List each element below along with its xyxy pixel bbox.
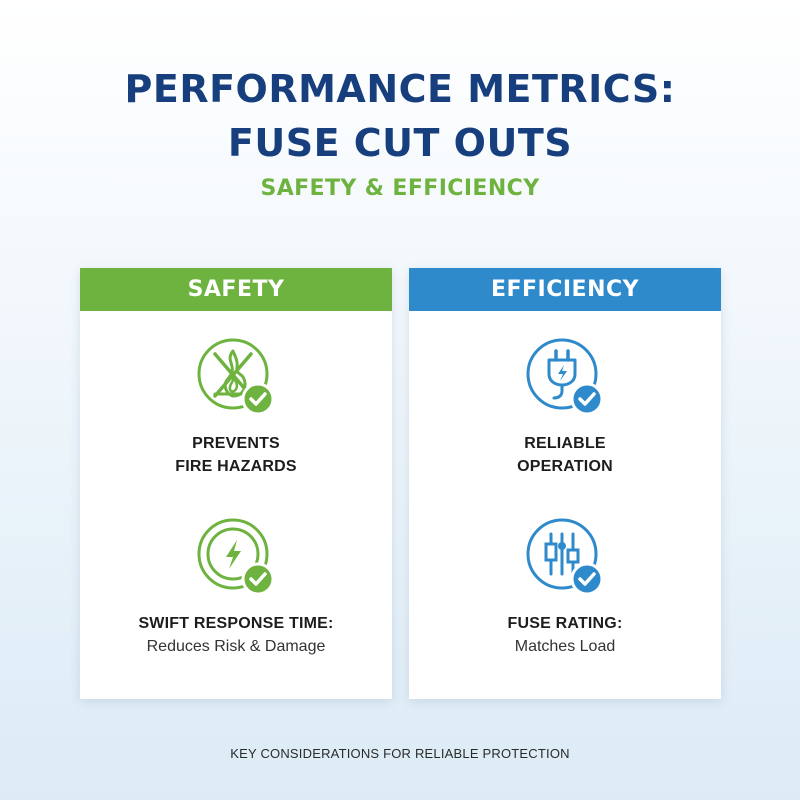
lightning-bolt-icon	[193, 514, 279, 600]
fuse-rating-icon	[522, 514, 608, 600]
power-plug-icon	[522, 334, 608, 420]
safety-item-fire: PREVENTS FIRE HAZARDS	[80, 334, 392, 478]
title-line-2: FUSE CUT OUTS	[227, 121, 573, 165]
safety-item-fire-title-line-1: PREVENTS	[192, 435, 280, 452]
efficiency-card: EFFICIENCY RELIABLE OPERATION	[409, 268, 721, 699]
efficiency-card-header: EFFICIENCY	[409, 268, 721, 311]
no-fire-icon	[193, 334, 279, 420]
footer-caption: KEY CONSIDERATIONS FOR RELIABLE PROTECTI…	[230, 746, 570, 761]
efficiency-item-rating: FUSE RATING: Matches Load	[409, 514, 721, 658]
safety-item-fire-title-line-2: FIRE HAZARDS	[175, 458, 297, 475]
safety-item-response-title: SWIFT RESPONSE TIME:	[138, 615, 334, 632]
title-line-1: PERFORMANCE METRICS:	[124, 67, 676, 111]
efficiency-item-reliable-title-line-1: RELIABLE	[524, 435, 606, 452]
safety-card-header: SAFETY	[80, 268, 392, 311]
efficiency-item-reliable-title: RELIABLE OPERATION	[409, 432, 721, 478]
efficiency-item-rating-subtitle: Matches Load	[514, 638, 616, 655]
safety-item-fire-title: PREVENTS FIRE HAZARDS	[80, 432, 392, 478]
safety-item-response: SWIFT RESPONSE TIME: Reduces Risk & Dama…	[80, 514, 392, 658]
safety-item-response-subtitle: Reduces Risk & Damage	[146, 638, 326, 655]
page-title: PERFORMANCE METRICS: FUSE CUT OUTS	[0, 62, 800, 170]
efficiency-item-rating-title: FUSE RATING:	[507, 615, 623, 632]
efficiency-item-reliable: RELIABLE OPERATION	[409, 334, 721, 478]
efficiency-item-reliable-title-line-2: OPERATION	[517, 458, 613, 475]
page-subtitle: SAFETY & EFFICIENCY	[260, 176, 540, 201]
safety-card: SAFETY PREVENTS FIRE HAZARDS	[80, 268, 392, 699]
